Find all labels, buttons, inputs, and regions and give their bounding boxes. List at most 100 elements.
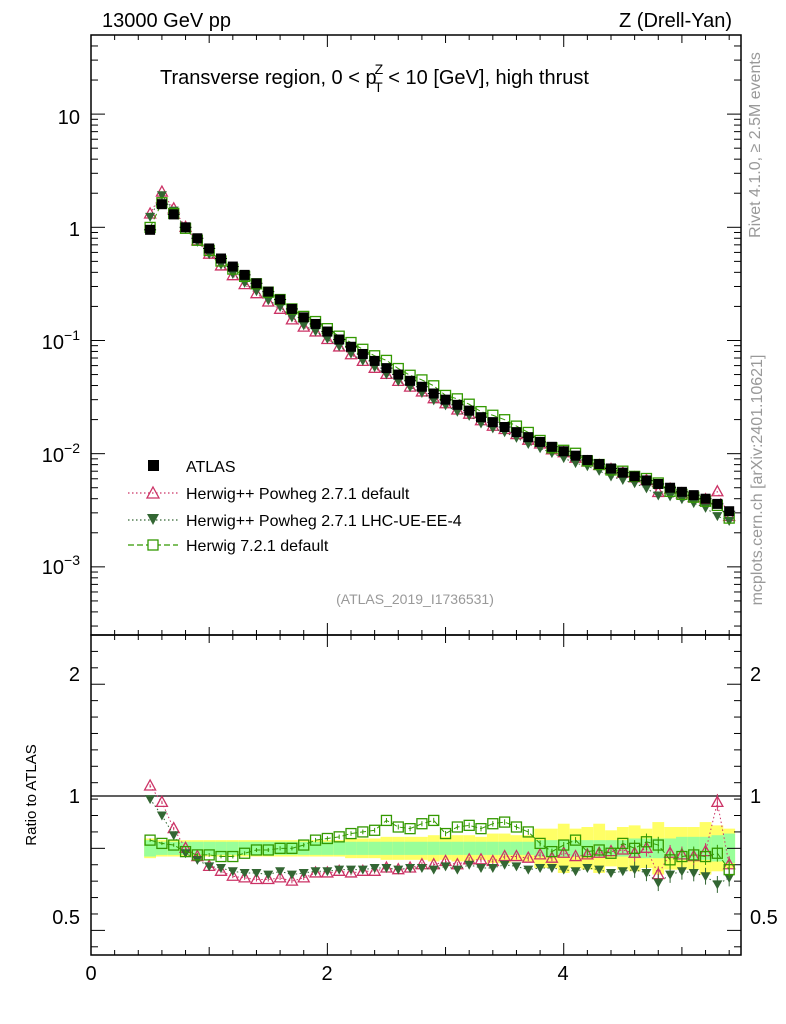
legend-entry-powheg-default: Herwig++ Powheg 2.7.1 default	[128, 485, 410, 503]
title-subscript: T	[374, 79, 383, 95]
collision-energy-label: 13000 GeV pp	[102, 10, 231, 32]
atlas-point	[594, 459, 605, 470]
ratio-point-herwig7	[676, 850, 688, 863]
ratio-band-inner	[144, 840, 156, 857]
ratio-point-powheg-default	[568, 849, 583, 862]
point-powheg-ue	[452, 407, 463, 417]
ratio-panel: 2 1 0.5 2 1 0.5 Ratio to ATLAS 0 2 4	[23, 634, 778, 985]
ratio-point-powheg-default	[214, 863, 228, 876]
ratio-point-powheg-default	[297, 870, 311, 883]
ratio-axis-ticks	[90, 635, 741, 955]
ratio-point-powheg-ue	[405, 864, 416, 874]
ratio-point-powheg-default	[143, 778, 157, 791]
title-suffix: < 10 [GeV], high thrust	[383, 67, 590, 89]
point-powheg-default	[238, 277, 252, 290]
ratio-point-herwig7	[262, 844, 274, 856]
atlas-point	[665, 482, 676, 493]
ratio-band-inner	[368, 841, 381, 855]
ratio-point-powheg-ue	[452, 865, 463, 875]
atlas-point	[416, 381, 427, 392]
atlas-point	[676, 486, 687, 497]
atlas-point	[712, 498, 723, 509]
ratio-point-powheg-ue	[476, 864, 486, 874]
atlas-point	[546, 441, 557, 452]
point-powheg-ue	[558, 454, 569, 464]
ratio-point-powheg-ue	[286, 870, 297, 880]
ratio-point-powheg-ue	[558, 865, 569, 875]
ratio-point-powheg-ue	[239, 868, 250, 878]
point-powheg-ue	[724, 516, 735, 526]
ratio-point-herwig7	[309, 834, 322, 846]
point-powheg-ue	[688, 499, 699, 509]
atlas-point	[440, 394, 451, 405]
point-powheg-ue	[357, 356, 368, 366]
ratio-point-powheg-ue	[263, 870, 274, 880]
ratio-point-powheg-ue	[641, 868, 652, 878]
atlas-point	[322, 326, 333, 337]
point-powheg-ue	[428, 396, 439, 406]
ratio-point-herwig7	[510, 821, 523, 833]
atlas-point	[570, 450, 581, 461]
rivet-version-label: Rivet 4.1.0, ≥ 2.5M events	[747, 52, 764, 238]
ratio-point-powheg-ue	[168, 831, 179, 841]
legend-marker-atlas	[148, 460, 159, 471]
ratio-point-herwig7	[652, 839, 664, 851]
ratio-band-inner	[498, 841, 511, 855]
ratio-band-inner	[321, 841, 334, 855]
ratio-point-powheg-ue	[369, 864, 380, 874]
ratio-point-powheg-ue	[487, 864, 498, 874]
ratio-band-inner	[522, 841, 535, 855]
ratio-point-powheg-ue	[357, 865, 368, 875]
ratio-point-powheg-ue	[665, 870, 676, 880]
atlas-point	[145, 224, 156, 235]
atlas-point	[239, 269, 250, 280]
point-powheg-ue	[334, 342, 345, 352]
ratio-point-powheg-default	[344, 865, 358, 878]
atlas-point	[452, 399, 463, 410]
point-powheg-ue	[286, 313, 297, 323]
ratio-band-inner	[356, 841, 369, 855]
atlas-point	[286, 303, 297, 314]
ratio-point-powheg-ue	[676, 867, 687, 877]
xtick-2: 2	[321, 963, 332, 985]
ratio-band-inner	[416, 841, 428, 855]
ratio-band-inner	[486, 841, 499, 855]
point-powheg-default	[297, 319, 311, 332]
ratio-band-inner	[203, 841, 216, 855]
atlas-point	[558, 446, 569, 457]
ratio-band-inner	[333, 841, 346, 855]
atlas-point	[653, 478, 664, 489]
atlas-point	[180, 222, 191, 233]
atlas-point	[263, 286, 274, 297]
atlas-point	[487, 417, 498, 428]
ratio-point-herwig7	[487, 818, 499, 830]
ratio-point-powheg-ue	[523, 865, 534, 875]
atlas-point	[499, 422, 510, 433]
atlas-point	[617, 467, 628, 478]
point-powheg-ue	[322, 334, 333, 344]
ratio-point-herwig7	[688, 849, 700, 861]
ratio-band-inner	[569, 840, 582, 857]
atlas-point	[464, 405, 475, 416]
ratio-point-powheg-ue	[428, 865, 439, 875]
ratio-point-powheg-ue	[606, 868, 616, 878]
ratio-point-powheg-ue	[582, 864, 593, 874]
ratio-point-powheg-ue	[511, 862, 522, 872]
atlas-point	[227, 261, 238, 272]
ratio-axis-label: Ratio to ATLAS	[23, 744, 40, 845]
point-powheg-ue	[275, 302, 286, 312]
title-superscript: Z	[375, 61, 384, 77]
ratio-band-inner	[191, 841, 204, 855]
ratio-ytick-left-1: 1	[69, 786, 80, 808]
ratio-point-powheg-default	[356, 863, 370, 876]
ratio-point-herwig7	[534, 837, 546, 850]
ratio-point-powheg-ue	[700, 872, 711, 882]
atlas-point	[629, 471, 640, 482]
legend: ATLAS Herwig++ Powheg 2.7.1 default Herw…	[128, 459, 462, 555]
ratio-point-herwig7	[581, 845, 594, 858]
ratio-point-herwig7	[380, 814, 393, 827]
ratio-point-herwig7	[723, 864, 735, 876]
point-powheg-default	[249, 286, 264, 299]
ratio-point-powheg-default	[521, 850, 535, 863]
